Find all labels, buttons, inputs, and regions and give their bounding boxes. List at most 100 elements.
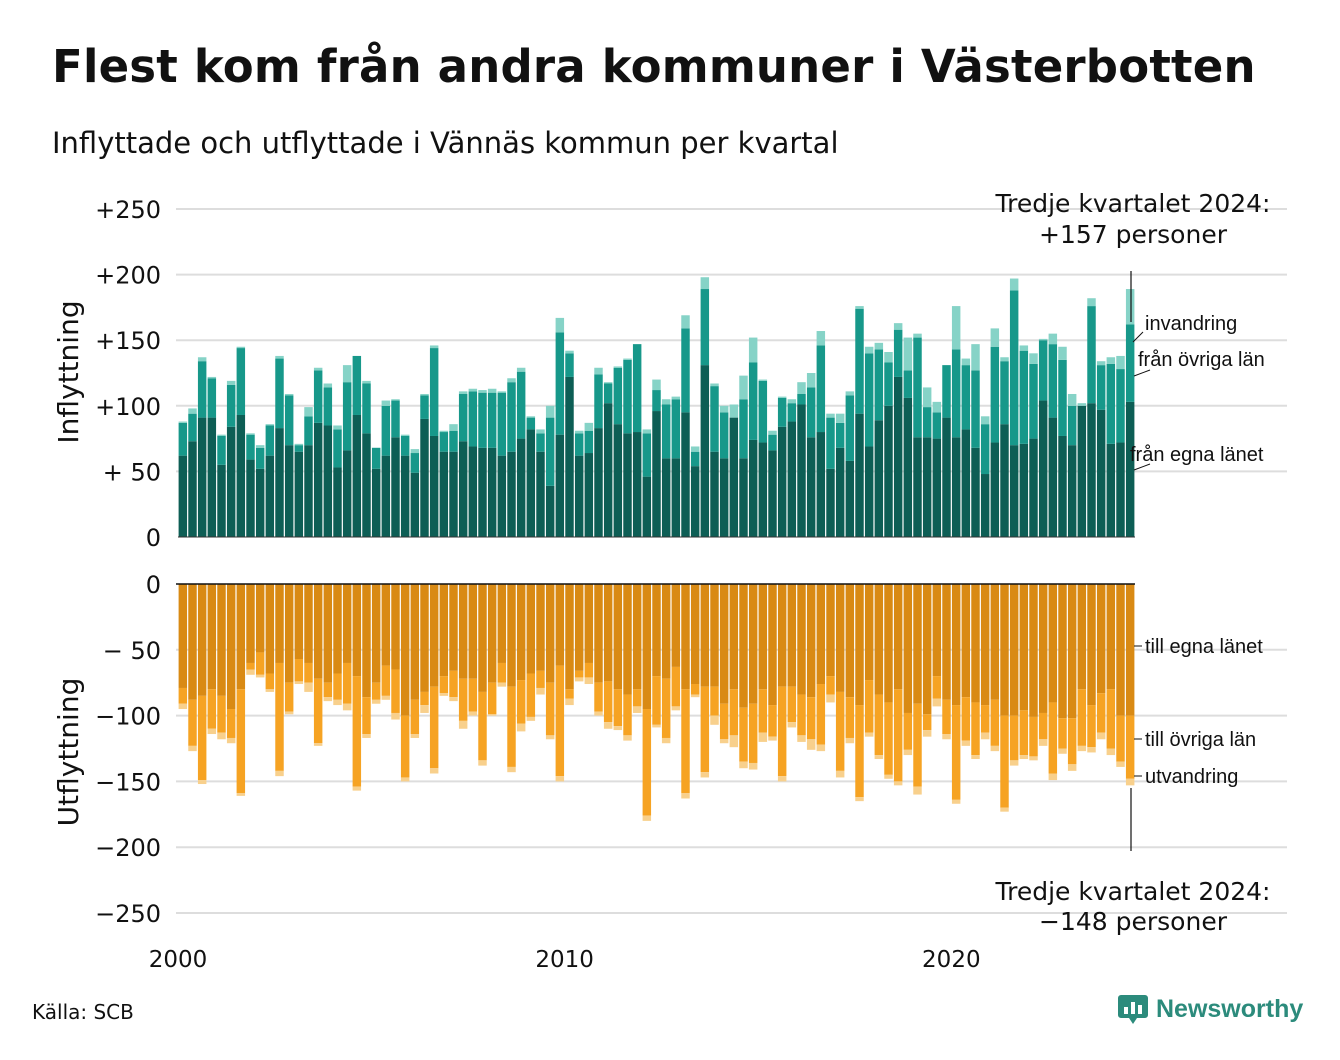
bar-in-1-26 xyxy=(429,348,439,436)
bar-out-0-45 xyxy=(613,584,623,690)
bar-out-0-37 xyxy=(536,584,545,671)
chart-canvas: 0 + 50 +100 +150 +200 +250 0 − 50 −100 −150 −200 −… xyxy=(52,189,1287,973)
bar-out-1-88 xyxy=(1029,716,1038,757)
bar-in-0-20 xyxy=(371,468,381,537)
bar-out-0-86 xyxy=(1009,584,1019,716)
bar-in-2-82 xyxy=(971,344,980,371)
bar-out-1-14 xyxy=(313,678,323,744)
bar-out-0-87 xyxy=(1019,584,1029,711)
bar-in-2-30 xyxy=(468,388,478,392)
bar-out-1-97 xyxy=(1116,715,1125,762)
bar-out-1-70 xyxy=(855,705,864,798)
bar-out-1-35 xyxy=(516,680,526,724)
bar-in-1-69 xyxy=(845,395,855,461)
bar-in-1-40 xyxy=(565,353,574,377)
bar-in-1-24 xyxy=(410,453,420,473)
bar-in-2-23 xyxy=(400,434,410,436)
bar-out-1-50 xyxy=(661,678,671,738)
bar-out-2-16 xyxy=(333,699,342,706)
bar-out-0-32 xyxy=(487,584,497,683)
bar-out-1-13 xyxy=(304,662,313,683)
bar-out-1-46 xyxy=(623,694,632,736)
bar-out-1-49 xyxy=(652,676,661,725)
bar-in-2-8 xyxy=(255,445,265,448)
bar-out-0-78 xyxy=(932,584,942,677)
bar-out-1-19 xyxy=(362,697,371,735)
bar-out-0-14 xyxy=(313,584,323,679)
bar-out-0-33 xyxy=(497,584,507,663)
bar-out-0-69 xyxy=(845,584,855,698)
bar-out-0-49 xyxy=(652,584,661,677)
bar-out-0-76 xyxy=(913,584,922,704)
bar-in-2-80 xyxy=(951,306,961,350)
bar-out-2-75 xyxy=(903,749,913,756)
bar-in-0-95 xyxy=(1096,409,1106,537)
bar-in-2-33 xyxy=(497,391,507,393)
bar-in-0-45 xyxy=(613,424,623,537)
bar-out-1-89 xyxy=(1038,712,1048,740)
bar-out-1-48 xyxy=(642,709,652,816)
bar-in-1-62 xyxy=(777,397,787,427)
bar-in-1-64 xyxy=(797,393,806,405)
bar-out-2-8 xyxy=(255,674,265,678)
bar-out-1-55 xyxy=(710,686,719,716)
bar-out-0-92 xyxy=(1067,584,1077,719)
bar-in-2-78 xyxy=(932,401,942,413)
bar-in-0-59 xyxy=(748,439,758,537)
bar-in-2-5 xyxy=(226,380,236,385)
bar-out-1-90 xyxy=(1048,702,1058,774)
bar-in-1-8 xyxy=(255,447,265,469)
bar-out-2-72 xyxy=(874,755,884,760)
bar-out-2-51 xyxy=(671,706,681,711)
bar-in-0-25 xyxy=(420,418,429,537)
bar-out-0-59 xyxy=(748,584,758,704)
bar-out-2-44 xyxy=(603,722,613,729)
bar-in-0-43 xyxy=(594,428,603,537)
bar-in-0-31 xyxy=(478,447,487,537)
bar-in-0-88 xyxy=(1029,438,1038,537)
bar-out-2-17 xyxy=(342,703,352,711)
bar-out-1-75 xyxy=(903,712,913,750)
bar-out-0-61 xyxy=(768,584,777,706)
bar-out-0-34 xyxy=(507,584,516,687)
bar-out-2-94 xyxy=(1087,747,1096,753)
bar-out-0-31 xyxy=(478,584,487,692)
bar-in-1-6 xyxy=(236,348,246,415)
y-tick-label: +250 xyxy=(95,196,161,224)
bar-out-0-79 xyxy=(942,584,951,700)
bar-in-2-65 xyxy=(806,373,816,388)
bar-out-0-64 xyxy=(797,584,806,695)
bar-in-2-62 xyxy=(777,396,787,398)
bar-out-1-56 xyxy=(719,703,729,740)
bar-out-2-14 xyxy=(313,743,323,746)
bar-out-1-8 xyxy=(255,652,265,675)
bar-in-0-2 xyxy=(197,417,207,537)
bar-out-0-73 xyxy=(884,584,893,703)
bar-out-2-32 xyxy=(487,714,497,716)
top-annotation-line1: Tredje kvartalet 2024: xyxy=(995,189,1271,218)
bar-in-0-17 xyxy=(342,450,352,537)
bar-in-0-83 xyxy=(980,474,990,537)
bar-out-1-0 xyxy=(178,687,188,704)
bar-out-0-82 xyxy=(971,584,980,703)
bar-in-2-93 xyxy=(1077,403,1087,406)
y-tick-label: +100 xyxy=(95,393,161,421)
y-tick-label: 0 xyxy=(146,571,161,599)
bar-in-2-64 xyxy=(797,382,806,394)
bar-in-0-10 xyxy=(275,428,284,537)
bar-in-2-58 xyxy=(739,375,748,400)
bar-in-1-72 xyxy=(874,349,884,421)
bar-in-0-47 xyxy=(632,432,642,537)
bar-out-1-38 xyxy=(545,682,555,736)
bar-out-2-12 xyxy=(294,681,304,685)
bar-out-1-42 xyxy=(584,662,594,678)
bar-in-2-12 xyxy=(294,443,304,446)
bottom-annotation-line2: −148 personer xyxy=(1039,907,1228,936)
bar-out-0-72 xyxy=(874,584,884,695)
bar-in-2-24 xyxy=(410,449,420,454)
bar-in-2-69 xyxy=(845,391,855,396)
bar-out-2-56 xyxy=(719,739,729,744)
bar-in-0-42 xyxy=(584,453,594,537)
bar-out-0-1 xyxy=(188,584,197,700)
bar-in-0-60 xyxy=(758,442,768,537)
